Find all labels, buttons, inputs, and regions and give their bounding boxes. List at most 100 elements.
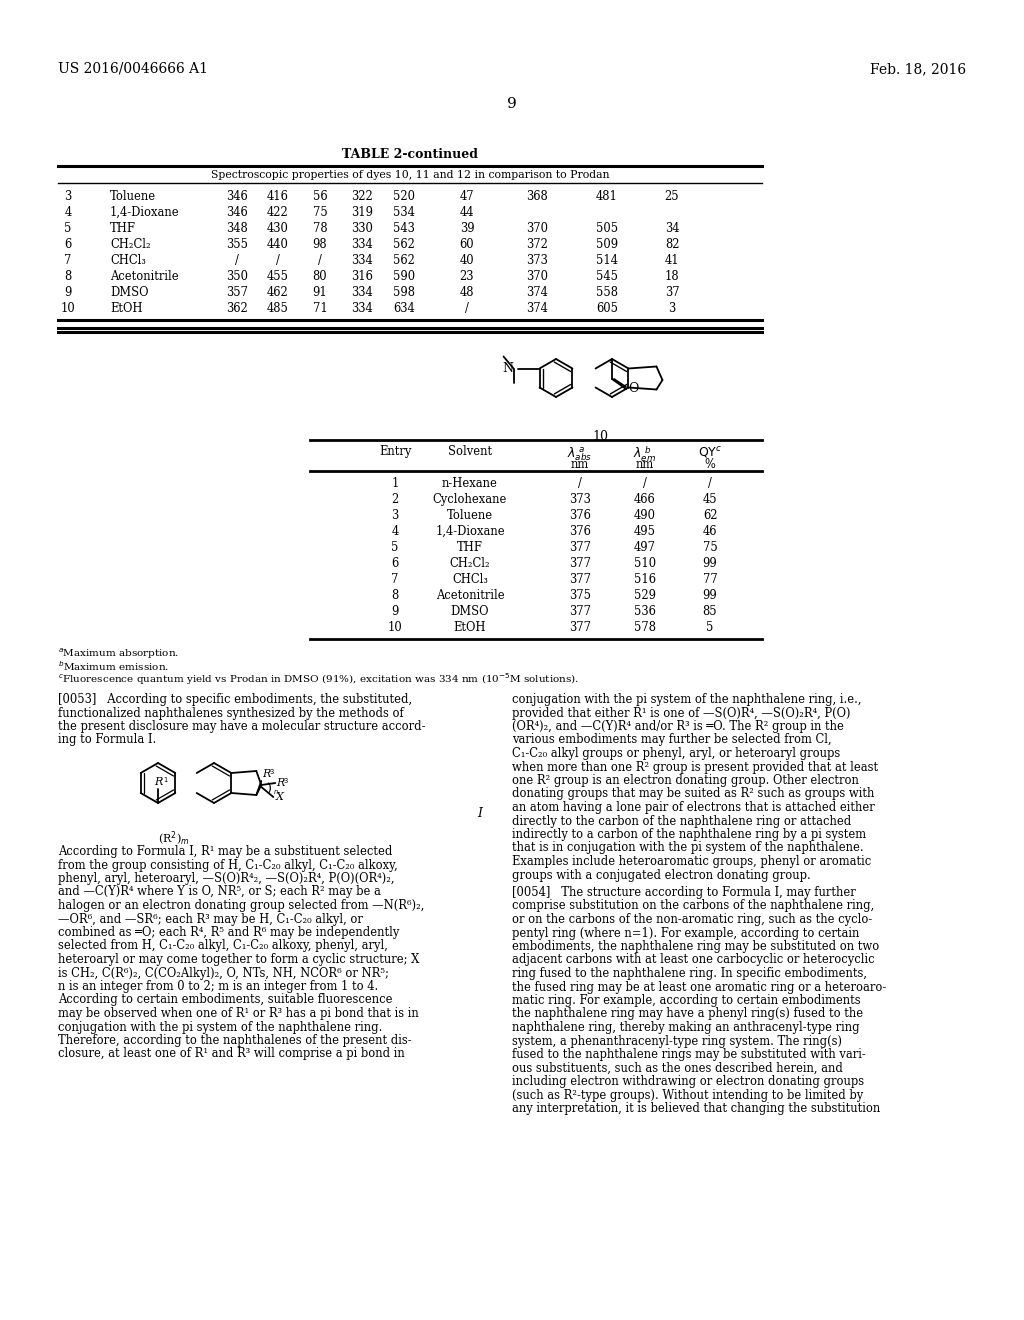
- Text: $^3$: $^3$: [269, 770, 275, 779]
- Text: 490: 490: [634, 510, 656, 521]
- Text: nm: nm: [570, 458, 589, 471]
- Text: system, a phenanthracenyl-type ring system. The ring(s): system, a phenanthracenyl-type ring syst…: [512, 1035, 842, 1048]
- Text: 40: 40: [460, 253, 474, 267]
- Text: 10: 10: [388, 620, 402, 634]
- Text: [0054]   The structure according to Formula I, may further: [0054] The structure according to Formul…: [512, 886, 856, 899]
- Text: 3: 3: [65, 190, 72, 203]
- Text: N: N: [503, 362, 514, 375]
- Text: —OR⁶, and —SR⁶; each R³ may be H, C₁-C₂₀ alkyl, or: —OR⁶, and —SR⁶; each R³ may be H, C₁-C₂₀…: [58, 912, 362, 925]
- Text: 505: 505: [596, 222, 618, 235]
- Text: %: %: [705, 458, 716, 471]
- Text: 578: 578: [634, 620, 656, 634]
- Text: 47: 47: [460, 190, 474, 203]
- Text: 80: 80: [312, 271, 328, 282]
- Text: 71: 71: [312, 302, 328, 315]
- Text: embodiments, the naphthalene ring may be substituted on two: embodiments, the naphthalene ring may be…: [512, 940, 880, 953]
- Text: the fused ring may be at least one aromatic ring or a heteroaro-: the fused ring may be at least one aroma…: [512, 981, 886, 994]
- Text: 590: 590: [393, 271, 415, 282]
- Text: 62: 62: [702, 510, 717, 521]
- Text: 5: 5: [65, 222, 72, 235]
- Text: may be observed when one of R¹ or R³ has a pi bond that is in: may be observed when one of R¹ or R³ has…: [58, 1007, 419, 1020]
- Text: 416: 416: [267, 190, 289, 203]
- Text: 543: 543: [393, 222, 415, 235]
- Text: 18: 18: [665, 271, 679, 282]
- Text: CHCl₃: CHCl₃: [110, 253, 145, 267]
- Text: CH₂Cl₂: CH₂Cl₂: [450, 557, 490, 570]
- Text: 462: 462: [267, 286, 289, 300]
- Text: 41: 41: [665, 253, 679, 267]
- Text: 373: 373: [526, 253, 548, 267]
- Text: 48: 48: [460, 286, 474, 300]
- Text: 562: 562: [393, 253, 415, 267]
- Text: 355: 355: [226, 238, 248, 251]
- Text: 99: 99: [702, 557, 718, 570]
- Text: 375: 375: [569, 589, 591, 602]
- Text: combined as ═O; each R⁴, R⁵ and R⁶ may be independently: combined as ═O; each R⁴, R⁵ and R⁶ may b…: [58, 927, 399, 939]
- Text: 377: 377: [569, 541, 591, 554]
- Text: groups with a conjugated electron donating group.: groups with a conjugated electron donati…: [512, 869, 811, 882]
- Text: ous substituents, such as the ones described herein, and: ous substituents, such as the ones descr…: [512, 1061, 843, 1074]
- Text: 545: 545: [596, 271, 618, 282]
- Text: 6: 6: [65, 238, 72, 251]
- Text: 372: 372: [526, 238, 548, 251]
- Text: 370: 370: [526, 222, 548, 235]
- Text: 44: 44: [460, 206, 474, 219]
- Text: 497: 497: [634, 541, 656, 554]
- Text: 98: 98: [312, 238, 328, 251]
- Text: 605: 605: [596, 302, 618, 315]
- Text: $^b$Maximum emission.: $^b$Maximum emission.: [58, 659, 169, 673]
- Text: phenyl, aryl, heteroaryl, —S(O)R⁴₂, —S(O)₂R⁴, P(O)(OR⁴)₂,: phenyl, aryl, heteroaryl, —S(O)R⁴₂, —S(O…: [58, 873, 394, 884]
- Text: Acetonitrile: Acetonitrile: [110, 271, 178, 282]
- Text: 10: 10: [60, 302, 76, 315]
- Text: 45: 45: [702, 492, 718, 506]
- Text: 75: 75: [702, 541, 718, 554]
- Text: 3: 3: [391, 510, 398, 521]
- Text: R: R: [276, 777, 285, 788]
- Text: EtOH: EtOH: [454, 620, 486, 634]
- Text: 34: 34: [665, 222, 679, 235]
- Text: $\lambda_{em}^{\ b}$: $\lambda_{em}^{\ b}$: [634, 445, 656, 465]
- Text: halogen or an electron donating group selected from —N(R⁶)₂,: halogen or an electron donating group se…: [58, 899, 424, 912]
- Text: 82: 82: [665, 238, 679, 251]
- Text: $_n$: $_n$: [273, 787, 280, 797]
- Text: 376: 376: [569, 510, 591, 521]
- Text: I: I: [477, 807, 482, 820]
- Text: that is in conjugation with the pi system of the naphthalene.: that is in conjugation with the pi syste…: [512, 842, 863, 854]
- Text: directly to the carbon of the naphthalene ring or attached: directly to the carbon of the naphthalen…: [512, 814, 851, 828]
- Text: provided that either R¹ is one of —S(O)R⁴, —S(O)₂R⁴, P(O): provided that either R¹ is one of —S(O)R…: [512, 706, 851, 719]
- Text: Acetonitrile: Acetonitrile: [435, 589, 504, 602]
- Text: 373: 373: [569, 492, 591, 506]
- Text: 562: 562: [393, 238, 415, 251]
- Text: 374: 374: [526, 302, 548, 315]
- Text: 346: 346: [226, 206, 248, 219]
- Text: 7: 7: [391, 573, 398, 586]
- Text: naphthalene ring, thereby making an anthracenyl-type ring: naphthalene ring, thereby making an anth…: [512, 1020, 859, 1034]
- Text: 430: 430: [267, 222, 289, 235]
- Text: 37: 37: [665, 286, 679, 300]
- Text: Feb. 18, 2016: Feb. 18, 2016: [869, 62, 966, 77]
- Text: 99: 99: [702, 589, 718, 602]
- Text: 6: 6: [391, 557, 398, 570]
- Text: closure, at least one of R¹ and R³ will comprise a pi bond in: closure, at least one of R¹ and R³ will …: [58, 1048, 404, 1060]
- Text: 495: 495: [634, 525, 656, 539]
- Text: (OR⁴)₂, and —C(Y)R⁴ and/or R³ is ═O. The R² group in the: (OR⁴)₂, and —C(Y)R⁴ and/or R³ is ═O. The…: [512, 719, 844, 733]
- Text: 5: 5: [707, 620, 714, 634]
- Text: 56: 56: [312, 190, 328, 203]
- Text: 377: 377: [569, 557, 591, 570]
- Text: /: /: [318, 253, 322, 267]
- Text: 1,4-Dioxane: 1,4-Dioxane: [435, 525, 505, 539]
- Text: THF: THF: [110, 222, 136, 235]
- Text: 1: 1: [391, 477, 398, 490]
- Text: 334: 334: [351, 302, 373, 315]
- Text: including electron withdrawing or electron donating groups: including electron withdrawing or electr…: [512, 1074, 864, 1088]
- Text: 376: 376: [569, 525, 591, 539]
- Text: 466: 466: [634, 492, 656, 506]
- Text: comprise substitution on the carbons of the naphthalene ring,: comprise substitution on the carbons of …: [512, 899, 874, 912]
- Text: 634: 634: [393, 302, 415, 315]
- Text: conjugation with the pi system of the naphthalene ring, i.e.,: conjugation with the pi system of the na…: [512, 693, 861, 706]
- Text: 9: 9: [65, 286, 72, 300]
- Text: 348: 348: [226, 222, 248, 235]
- Text: 1,4-Dioxane: 1,4-Dioxane: [110, 206, 179, 219]
- Text: 598: 598: [393, 286, 415, 300]
- Text: 322: 322: [351, 190, 373, 203]
